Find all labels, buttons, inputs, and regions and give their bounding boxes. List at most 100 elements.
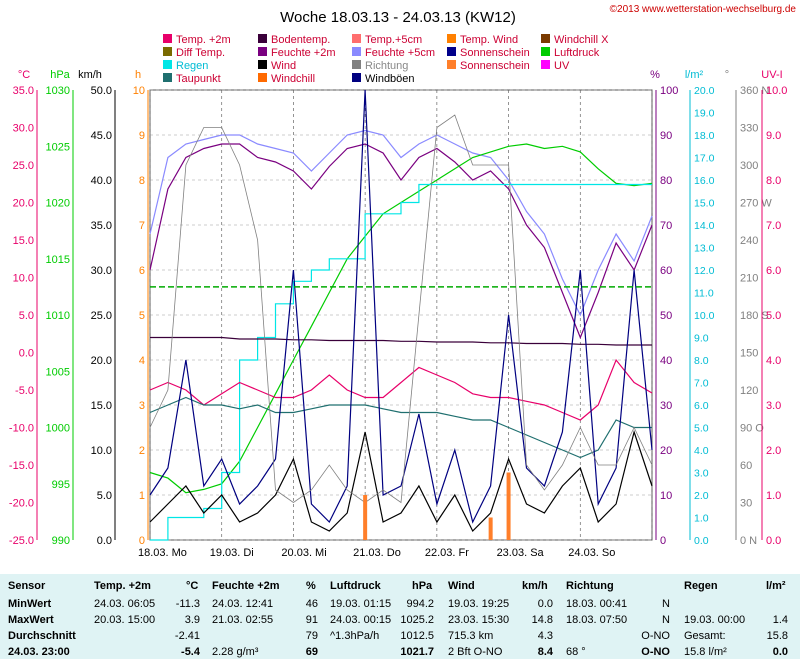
table-cell-label: Durchschnitt [8,630,76,642]
legend-swatch [541,60,550,69]
sunshine-bar [488,517,493,540]
table-cell-luft-v: 994.2 [406,598,434,610]
tick-rain: 4.0 [694,445,709,457]
table-cell-wind-v: 0.0 [537,598,553,610]
series-line-wind [149,429,653,533]
table-cell-richtung-v: O-NO [641,630,670,642]
x-axis-labels: 18.03. Mo 19.03. Di 20.03. Mi 21.03. Do 22.0… [138,547,615,559]
table-cell-feuchte-v: 69 [305,646,318,658]
tick-hpa: 1030 [46,85,70,97]
table-cell-wind-t: 2 Bft O-NO [448,646,503,658]
tick-rain: 2.0 [694,490,709,502]
legend-label: Regen [176,60,208,72]
tick-direction: 0 N [740,535,757,547]
tick-direction: 180 S [740,310,769,322]
tick-temp_c: 25.0 [13,160,34,172]
tick-direction: 210 [740,273,758,285]
tick-rain: 12.0 [694,265,715,277]
tick-temp_c: 5.0 [19,310,34,322]
tick-hours: 1 [139,490,145,502]
tick-hours: 8 [139,175,145,187]
tick-rain: 11.0 [694,288,714,300]
legend-label: Richtung [365,60,408,72]
tick-hours: 9 [139,130,145,142]
tick-rain: 7.0 [694,378,709,390]
table-cell-regen-t: 19.03. 00:00 [684,614,746,626]
x-tick-label: 18.03. Mo [138,547,187,559]
legend-swatch [541,34,550,43]
tick-hours: 6 [139,265,145,277]
legend-swatch [258,47,267,56]
table-cell-regen-v: 15.8 [766,630,788,642]
table-cell-luft-v: 1021.7 [400,646,434,658]
tick-rain: 5.0 [694,423,709,435]
tick-rain: 19.0 [694,108,715,120]
tick-kmh: 5.0 [97,490,112,502]
series-line-regen [150,183,652,541]
tick-hpa: 1005 [46,366,70,378]
tick-hpa: 1000 [46,423,70,435]
axis-unit-direction: ° [725,69,729,81]
tick-percent: 0 [660,535,666,547]
table-cell-richtung-v: O-NO [641,646,670,658]
legend-swatch [163,34,172,43]
table-cell-temp-t: 24.03. 06:05 [94,598,156,610]
tick-uv: 8.0 [766,175,781,187]
legend-label: Sonnenschein [460,47,530,59]
header-sensor: Sensor [8,580,46,592]
table-cell-label: MinWert [8,598,52,610]
tick-temp_c: -15.0 [9,460,34,472]
tick-hours: 7 [139,220,145,232]
header-luft-unit: hPa [412,580,433,592]
tick-rain: 15.0 [694,198,715,210]
axis-unit-temp_c: °C [18,69,30,81]
table-cell-wind-v: 14.8 [531,614,553,626]
tick-uv: 6.0 [766,265,781,277]
x-tick-label: 24.03. So [568,547,615,559]
legend-label: Windböen [365,73,415,85]
tick-rain: 14.0 [694,220,715,232]
tick-percent: 10 [660,490,672,502]
tick-hours: 5 [139,310,145,322]
tick-direction: 300 [740,160,758,172]
header-richtung: Richtung [566,580,614,592]
legend-swatch [541,47,550,56]
table-cell-temp-v: 3.9 [184,614,200,626]
table-cell-feuchte-t: 2.28 g/m³ [212,646,259,658]
table-cell-wind-t: 23.03. 15:30 [448,614,510,626]
tick-temp_c: -10.0 [9,423,34,435]
header-feuchte-unit: % [306,580,316,592]
x-tick-label: 21.03. Do [353,547,401,559]
series-line-temp-2m [149,358,653,421]
tick-temp_c: -5.0 [15,385,34,397]
legend-label: Luftdruck [554,47,600,59]
copyright-link[interactable]: ©2013 www.wetterstation-wechselburg.de [610,4,797,15]
tick-rain: 13.0 [694,243,715,255]
header-luft: Luftdruck [330,580,381,592]
tick-hpa: 990 [52,535,70,547]
table-cell-feuchte-v: 79 [305,630,318,642]
header-feuchte: Feuchte +2m [212,580,280,592]
legend-label: Temp. +2m [176,34,231,46]
table-cell-label: 24.03. 23:00 [8,646,70,658]
legend-swatch [447,47,456,56]
tick-rain: 9.0 [694,333,709,345]
tick-direction: 240 [740,235,758,247]
tick-percent: 20 [660,445,672,457]
table-cell-luft-v: 1012.5 [400,630,434,642]
table-cell-label: MaxWert [8,614,54,626]
header-wind-unit: km/h [522,580,548,592]
plot-frame [149,89,653,541]
tick-rain: 6.0 [694,400,709,412]
tick-rain: 1.0 [694,513,709,525]
legend-swatch [352,60,361,69]
legend-label: Feuchte +2m [271,47,336,59]
tick-temp_c: 35.0 [13,85,34,97]
legend-swatch [163,73,172,82]
tick-kmh: 40.0 [91,175,112,187]
legend-label: Temp.+5cm [365,34,422,46]
table-cell-temp-v: -2.41 [174,630,200,642]
axis-unit-uv: UV-I [761,69,782,81]
weather-chart: Woche 18.03.13 - 24.03.13 (KW12) ©2013 w… [9,4,797,559]
